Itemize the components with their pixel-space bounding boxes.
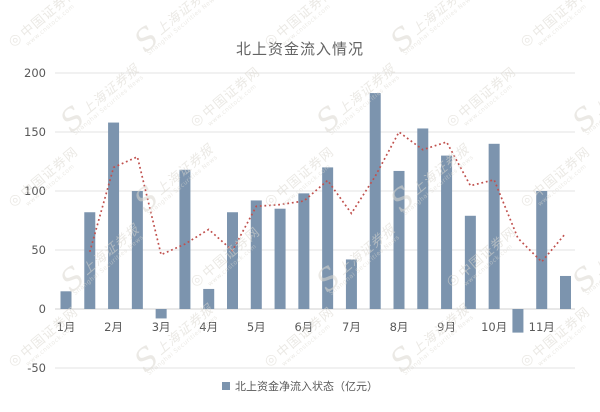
x-tick-label: 4月 bbox=[199, 320, 218, 334]
bar bbox=[108, 122, 120, 309]
y-tick-label: 150 bbox=[24, 125, 46, 139]
x-tick-label: 1月 bbox=[57, 320, 76, 334]
legend-label: 北上资金净流入状态（亿元） bbox=[235, 380, 378, 393]
x-tick-label: 7月 bbox=[342, 320, 361, 334]
bar bbox=[203, 288, 215, 309]
bar bbox=[322, 167, 334, 309]
bar bbox=[155, 309, 167, 319]
x-tick-label: 11月 bbox=[529, 320, 555, 334]
bar bbox=[369, 93, 381, 309]
y-tick-label: -50 bbox=[27, 361, 46, 375]
trend-dotted-line bbox=[88, 130, 567, 264]
bar bbox=[441, 155, 453, 309]
y-tick-label: 100 bbox=[24, 184, 46, 198]
bar bbox=[298, 193, 310, 309]
bar bbox=[84, 212, 96, 309]
bar bbox=[227, 212, 238, 309]
x-tick-label: 9月 bbox=[437, 320, 456, 334]
x-tick-label: 8月 bbox=[390, 320, 409, 334]
bar bbox=[345, 259, 357, 309]
legend: 北上资金净流入状态（亿元） bbox=[0, 378, 600, 394]
x-tick-label: 2月 bbox=[104, 320, 123, 334]
legend-marker-swatch bbox=[222, 382, 230, 390]
bar bbox=[250, 200, 262, 309]
bar bbox=[488, 143, 500, 309]
bar bbox=[417, 128, 429, 309]
bar bbox=[274, 208, 286, 309]
bar bbox=[536, 191, 548, 309]
chart-title: 北上资金流入情况 bbox=[235, 40, 364, 58]
y-tick-label: 50 bbox=[31, 243, 46, 257]
x-tick-label: 3月 bbox=[152, 320, 171, 334]
bar bbox=[60, 291, 72, 309]
y-tick-label: 200 bbox=[24, 66, 46, 80]
bar bbox=[131, 191, 143, 309]
x-tick-label: 10月 bbox=[481, 320, 507, 334]
bar bbox=[393, 170, 405, 309]
bar bbox=[560, 275, 571, 309]
bar bbox=[179, 169, 191, 309]
x-tick-label: 5月 bbox=[247, 320, 266, 334]
x-tick-label: 6月 bbox=[294, 320, 313, 334]
bar bbox=[464, 215, 476, 309]
y-tick-label: 0 bbox=[39, 302, 46, 316]
bar bbox=[512, 309, 524, 333]
